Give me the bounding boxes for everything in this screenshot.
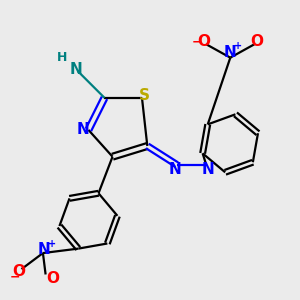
Text: O: O: [250, 34, 264, 49]
Text: O: O: [46, 271, 59, 286]
Text: N: N: [224, 45, 237, 60]
Text: N: N: [201, 162, 214, 177]
Text: N: N: [38, 242, 51, 256]
Text: N: N: [77, 122, 89, 137]
Text: O: O: [197, 34, 210, 49]
Text: +: +: [234, 40, 242, 51]
Text: O: O: [12, 264, 25, 279]
Text: H: H: [56, 51, 67, 64]
Text: −: −: [192, 35, 202, 48]
Text: −: −: [10, 270, 20, 283]
Text: N: N: [169, 162, 182, 177]
Text: N: N: [70, 62, 83, 77]
Text: S: S: [139, 88, 150, 103]
Text: +: +: [48, 239, 56, 249]
